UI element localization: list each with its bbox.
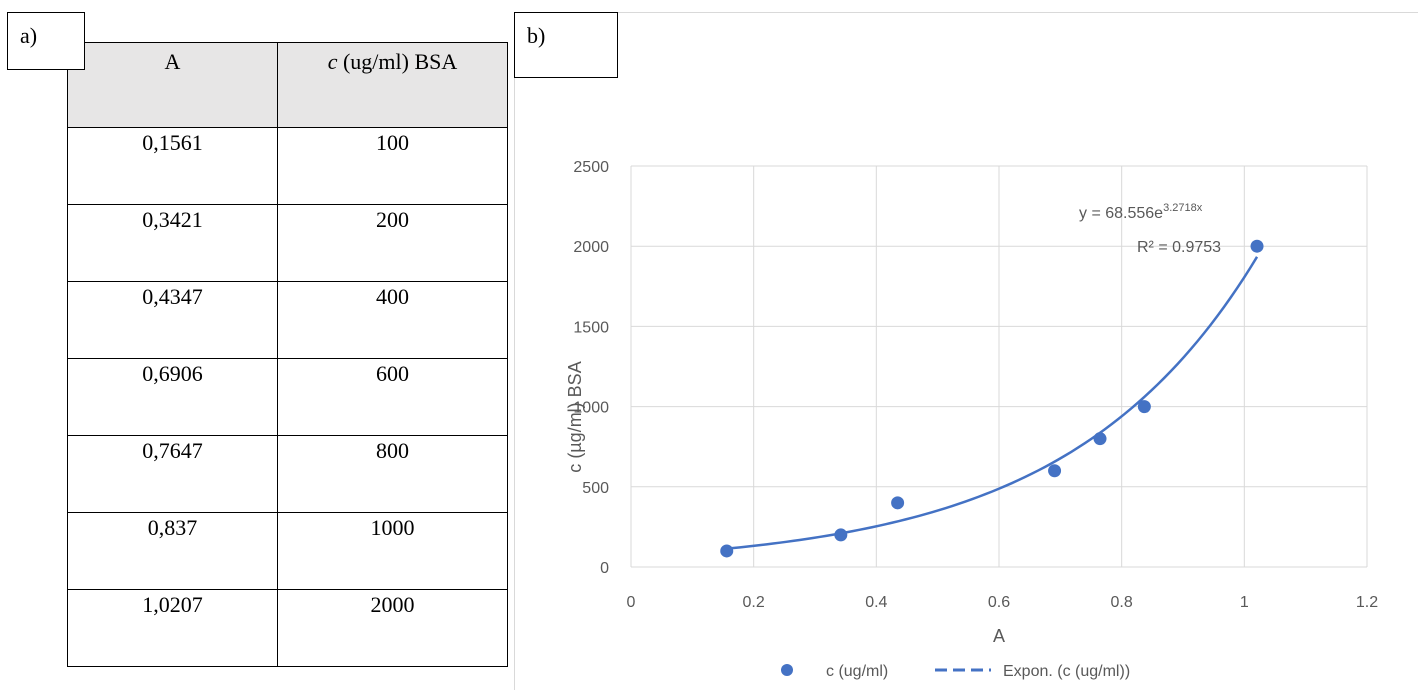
- tick-labels: 0 500 1000 1500 2000 2500 0 0.2 0.4 0.6 0.8 1 1.2: [573, 159, 1378, 611]
- cell-absorbance: 0,6906: [67, 358, 278, 436]
- header-c-unit: (ug/ml) BSA: [337, 49, 458, 74]
- x-tick-label: 0: [627, 594, 636, 611]
- cell-absorbance: 0,1561: [67, 127, 278, 205]
- x-tick-label: 0.4: [865, 594, 887, 611]
- calibration-table: A c (ug/ml) BSA 0,1561 100 0,3421 200 0,4347…: [67, 42, 508, 667]
- y-axis-title: c (µg/ml) BSA: [565, 361, 585, 472]
- data-point: [1093, 432, 1107, 446]
- data-point: [834, 528, 848, 542]
- cell-absorbance: 0,4347: [67, 281, 278, 359]
- x-tick-label: 0.2: [743, 594, 765, 611]
- panel-a-label: a): [7, 12, 85, 70]
- x-tick-label: 1.2: [1356, 594, 1378, 611]
- panel-b-label: b): [514, 12, 618, 78]
- cell-concentration: 600: [277, 358, 508, 436]
- table-row: 0,3421 200: [67, 204, 508, 282]
- header-c-symbol: c: [327, 49, 338, 74]
- cell-concentration: 100: [277, 127, 508, 205]
- data-point: [1048, 464, 1062, 478]
- y-tick-label: 0: [600, 560, 609, 577]
- equation-base: y = 68.556e: [1079, 205, 1163, 222]
- cell-absorbance: 0,3421: [67, 204, 278, 282]
- table-row: 0,1561 100: [67, 127, 508, 205]
- cell-absorbance: 1,0207: [67, 589, 278, 667]
- trendline-layer: [726, 256, 1259, 550]
- cell-concentration: 1000: [277, 512, 508, 590]
- legend-label-trendline: Expon. (c (ug/ml)): [1003, 663, 1130, 680]
- data-point: [891, 496, 905, 510]
- data-points: [720, 239, 1264, 558]
- cell-concentration: 2000: [277, 589, 508, 667]
- data-point: [1250, 239, 1264, 253]
- y-tick-label: 500: [582, 480, 609, 497]
- x-tick-label: 0.8: [1111, 594, 1133, 611]
- table-header-row: A c (ug/ml) BSA: [67, 42, 508, 128]
- legend-label-series: c (ug/ml): [826, 663, 888, 680]
- gridlines: [630, 165, 1368, 568]
- cell-absorbance: 0,837: [67, 512, 278, 590]
- data-point: [720, 544, 734, 558]
- x-axis-title: A: [993, 626, 1005, 646]
- cell-concentration: 800: [277, 435, 508, 513]
- legend: c (ug/ml) Expon. (c (ug/ml)): [781, 663, 1130, 680]
- y-tick-label: 2000: [573, 239, 609, 256]
- table-row: 0,7647 800: [67, 435, 508, 513]
- table-row: 1,0207 2000: [67, 589, 508, 667]
- table-row: 0,4347 400: [67, 281, 508, 359]
- header-absorbance: A: [67, 42, 278, 128]
- cell-concentration: 200: [277, 204, 508, 282]
- table-body: 0,1561 100 0,3421 200 0,4347 400 0,6906 600 0,76…: [67, 127, 508, 667]
- cell-absorbance: 0,7647: [67, 435, 278, 513]
- header-concentration: c (ug/ml) BSA: [277, 42, 508, 128]
- r-squared-label: R² = 0.9753: [1137, 239, 1221, 256]
- x-tick-label: 1: [1240, 594, 1249, 611]
- table-row: 0,6906 600: [67, 358, 508, 436]
- cell-concentration: 400: [277, 281, 508, 359]
- chart-border-left: [514, 12, 515, 690]
- x-tick-label: 0.6: [988, 594, 1010, 611]
- y-tick-label: 1000: [573, 400, 609, 417]
- legend-marker-series: [781, 664, 793, 676]
- trendline-equation: y = 68.556e3.2718x: [1079, 202, 1203, 222]
- data-point: [1137, 400, 1151, 414]
- table-row: 0,837 1000: [67, 512, 508, 590]
- equation-exponent: 3.2718x: [1163, 202, 1203, 214]
- chart-border-top: [514, 12, 1418, 13]
- trendline-curve: [726, 256, 1259, 550]
- y-tick-label: 1500: [573, 319, 609, 336]
- y-tick-label: 2500: [573, 159, 609, 176]
